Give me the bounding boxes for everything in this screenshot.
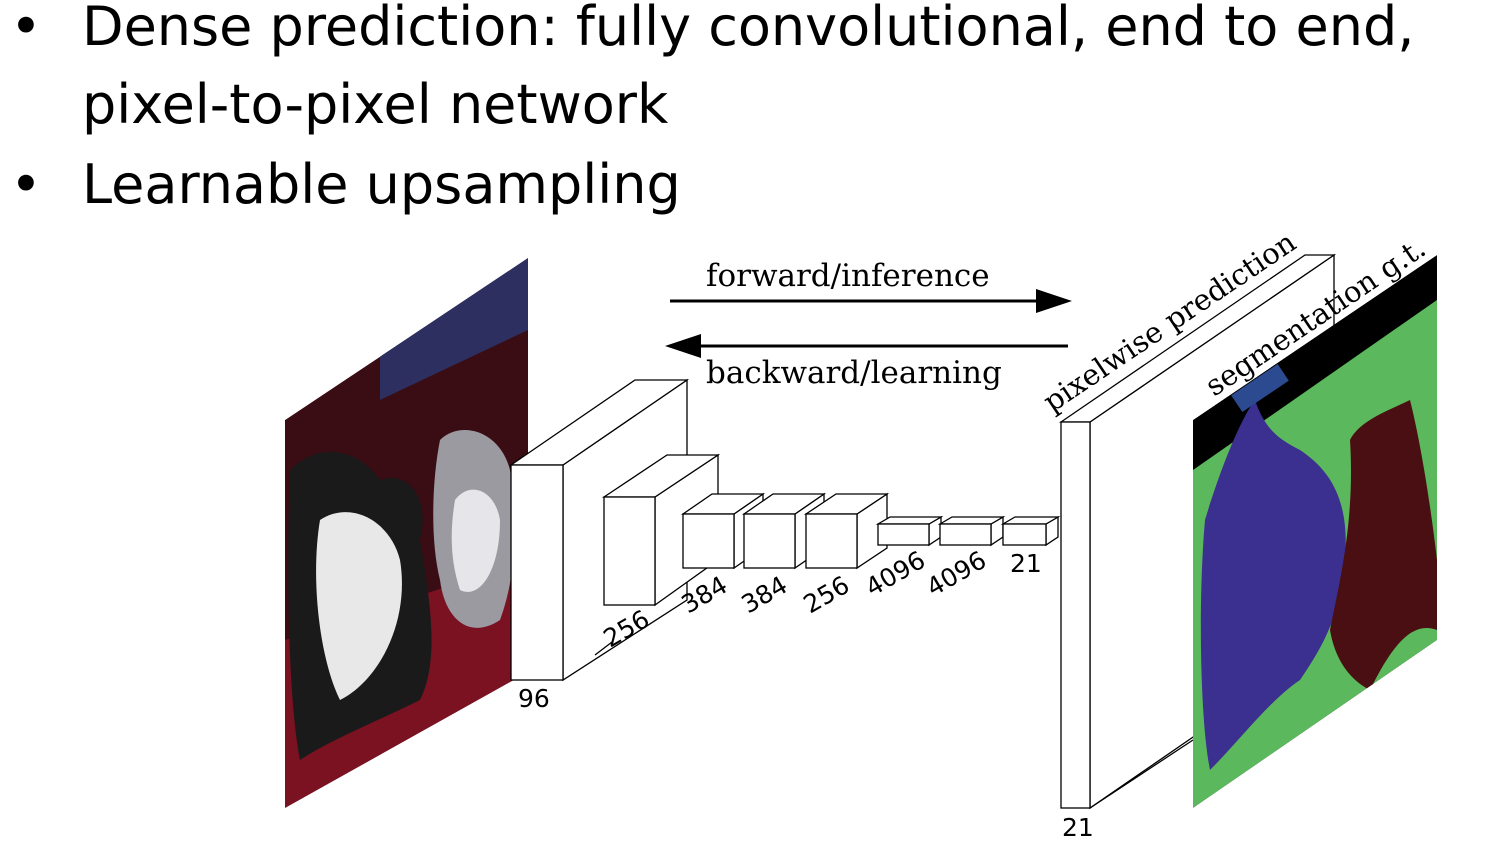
bullet-text-line1: Learnable upsampling bbox=[82, 153, 681, 216]
bullet-dot: • bbox=[10, 0, 42, 58]
layer-block-256b bbox=[803, 492, 890, 570]
input-image bbox=[285, 258, 528, 808]
backward-arrowhead-icon bbox=[665, 334, 701, 358]
backward-label: backward/learning bbox=[706, 355, 1002, 391]
connector-line bbox=[594, 641, 613, 656]
bullet-dot: • bbox=[10, 153, 42, 216]
bullet-text-line1: Dense prediction: fully convolutional, e… bbox=[82, 0, 1415, 58]
forward-arrowhead-icon bbox=[1036, 289, 1072, 313]
forward-label: forward/inference bbox=[706, 258, 990, 294]
gt-cat-region bbox=[1330, 400, 1437, 690]
segmentation-groundtruth bbox=[1193, 255, 1437, 808]
output-channels-label: 21 bbox=[1062, 813, 1094, 842]
layer-block-21 bbox=[1000, 515, 1061, 547]
layer-label: 4096 bbox=[922, 545, 992, 602]
connector-line bbox=[1089, 739, 1194, 809]
photo-dog-chest bbox=[316, 512, 402, 700]
bullet-text-line2: pixel-to-pixel network bbox=[82, 73, 669, 136]
layer-label: 256 bbox=[799, 570, 855, 619]
layer-label: 21 bbox=[1010, 549, 1042, 578]
photo-cat-chest bbox=[451, 489, 500, 592]
layer-block-4096b bbox=[937, 515, 1006, 547]
flow-arrows bbox=[665, 289, 1072, 358]
layer-label: 384 bbox=[737, 570, 793, 619]
layer-label: 96 bbox=[518, 684, 550, 713]
gt-dog-region bbox=[1200, 400, 1346, 770]
gt-label-patch bbox=[1231, 364, 1289, 412]
layer-block-4096a bbox=[875, 515, 944, 547]
layer-size-labels: 96 256 384 384 256 4096 4096 21 21 bbox=[518, 545, 1094, 842]
